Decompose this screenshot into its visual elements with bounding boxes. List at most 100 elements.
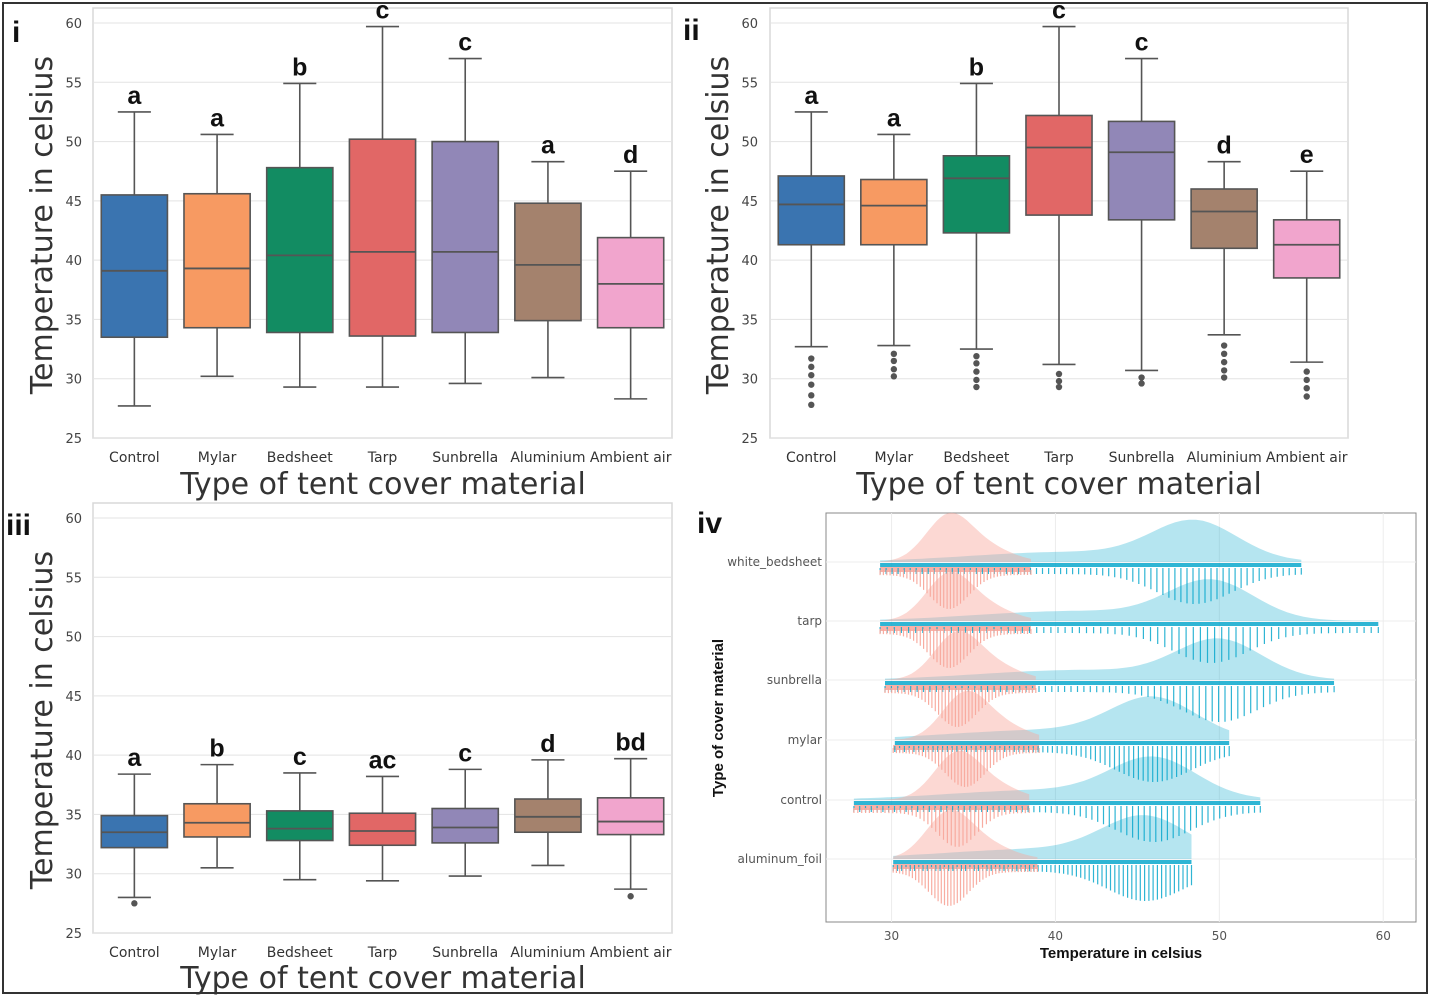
outlier-point	[1220, 342, 1228, 349]
y-tick-label: 40	[741, 254, 758, 269]
significance-letter: a	[127, 82, 142, 110]
x-tick-label: Bedsheet	[267, 945, 333, 961]
y-axis-title: Temperature in celsius	[25, 56, 60, 395]
ambient-density	[880, 571, 1031, 621]
y-tick-label: 50	[65, 631, 82, 646]
x-tick-label: Sunbrella	[1109, 450, 1175, 466]
x-tick-label: Control	[786, 450, 837, 466]
y-tick-label: 45	[65, 195, 82, 210]
outlier-point	[890, 366, 898, 373]
y-tick-label: control	[780, 793, 822, 807]
x-tick-label: Aluminium	[510, 945, 585, 961]
outlier-point	[1303, 368, 1310, 375]
outlier-point	[973, 352, 980, 360]
y-tick-label: 30	[65, 868, 82, 883]
significance-letter: b	[969, 53, 984, 81]
y-tick-label: 55	[65, 571, 82, 586]
box-bedsheet	[942, 155, 1011, 234]
significance-letter: a	[541, 132, 556, 160]
outlier-point	[1055, 370, 1063, 378]
outlier-point	[890, 350, 898, 358]
x-tick-label: Bedsheet	[267, 450, 333, 466]
outlier-point	[627, 893, 634, 900]
ambient-drops	[853, 808, 1030, 847]
significance-letter: ac	[369, 746, 397, 774]
x-axis-title: Temperature in celsius	[1040, 945, 1202, 962]
outlier-point	[1220, 350, 1228, 358]
y-tick-label: 60	[65, 17, 82, 32]
box-sunbrella	[1107, 120, 1176, 221]
significance-letter: c	[458, 739, 472, 767]
x-tick-label: Tarp	[1043, 450, 1074, 466]
y-tick-label: 50	[741, 136, 758, 151]
tent-density	[880, 519, 1302, 562]
y-axis-title: Temperature in celsius	[25, 551, 60, 890]
ambient-density	[885, 630, 1036, 680]
box-bedsheet	[265, 166, 334, 334]
x-tick-label: Ambient air	[590, 945, 672, 961]
x-tick-label: Ambient air	[1266, 450, 1348, 466]
y-tick-label: 55	[741, 76, 758, 91]
outlier-point	[973, 360, 980, 367]
x-tick-label: Mylar	[875, 450, 914, 466]
y-axis-title: Temperature in celsius	[701, 56, 736, 395]
y-tick-label: 45	[65, 690, 82, 705]
panel-ii: ii Type of tent cover material Temperatu…	[683, 0, 1349, 502]
x-axis-title: Type of tent cover material	[179, 961, 586, 996]
ambient-density	[893, 690, 1040, 740]
panel-iv: iv Temperature in celsius Type of cover …	[697, 507, 1417, 962]
tent-rain	[880, 622, 1379, 626]
tent-rain	[894, 741, 1230, 745]
x-tick-label: Mylar	[198, 945, 237, 961]
box-mylar	[183, 802, 251, 838]
significance-letter: c	[1135, 29, 1149, 57]
tent-density	[880, 579, 1379, 621]
box-tarp	[1025, 114, 1093, 216]
outlier-point	[973, 368, 980, 375]
significance-letter: a	[127, 744, 142, 772]
y-tick-label: sunbrella	[767, 673, 822, 687]
significance-letter: c	[293, 743, 307, 771]
ambient-drops	[884, 688, 1037, 727]
box-mylar	[860, 178, 928, 246]
ambient-rain	[880, 567, 1031, 572]
x-tick-label: Aluminium	[510, 450, 585, 466]
ambient-rain	[880, 626, 1031, 631]
box-control	[100, 194, 169, 339]
y-tick-label: 25	[741, 432, 758, 447]
outlier-point	[808, 355, 815, 362]
y-tick-label: 30	[741, 373, 758, 388]
y-tick-label: mylar	[788, 733, 822, 747]
y-tick-label: 60	[741, 17, 758, 32]
box-ambient-air	[1272, 219, 1341, 279]
outlier-point	[890, 357, 898, 365]
tent-rain	[893, 860, 1192, 864]
ambient-rain	[885, 685, 1036, 690]
box-ambient-air	[596, 236, 665, 329]
x-tick-label: Aluminium	[1187, 450, 1262, 466]
box-ambient-air	[596, 797, 665, 836]
ambient-density	[853, 750, 1030, 800]
outlier-point	[973, 383, 980, 391]
significance-letter: d	[623, 141, 638, 169]
outlier-point	[808, 381, 815, 388]
box-aluminium	[514, 202, 582, 322]
ambient-drops	[892, 867, 1038, 906]
outlier-point	[1220, 374, 1228, 381]
outlier-point	[131, 900, 138, 907]
panel-label: iv	[697, 507, 722, 540]
ambient-density	[893, 809, 1038, 859]
y-tick-label: 50	[65, 136, 82, 151]
plot-area	[825, 512, 1417, 923]
x-tick-label: Control	[109, 945, 160, 961]
y-tick-label: 60	[65, 512, 82, 527]
panel-label: ii	[683, 14, 700, 47]
y-tick-label: tarp	[797, 614, 822, 628]
x-tick-label: Tarp	[367, 450, 398, 466]
y-tick-label: 25	[65, 432, 82, 447]
significance-letter: e	[1300, 141, 1314, 169]
x-tick-label: Sunbrella	[432, 450, 498, 466]
box-sunbrella	[431, 140, 500, 334]
tent-rain	[853, 801, 1261, 805]
